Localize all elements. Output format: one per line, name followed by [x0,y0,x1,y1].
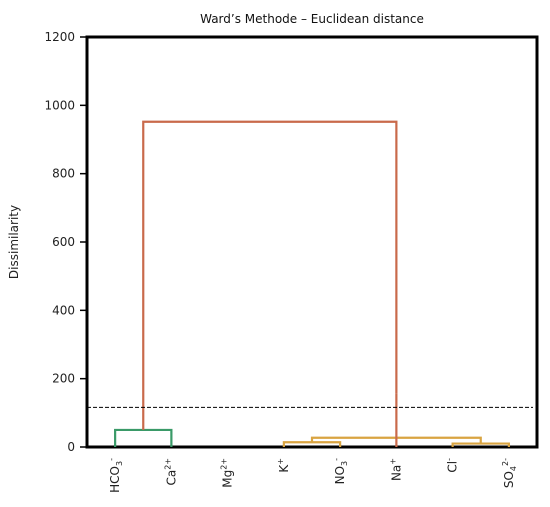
dendrogram-link [282,441,342,447]
y-axis-label: Dissimilarity [7,205,21,279]
dendrogram-links [114,120,510,447]
y-tick-label: 0 [67,440,75,454]
leaf-labels: HCO3- Ca2+ Mg2+ K+ NO3- Na+ Cl- SO42- [107,458,518,493]
dendrogram-link [142,120,398,430]
dendrogram-link [114,428,173,447]
plot-frame [85,35,539,449]
leaf-label: K+ [276,458,291,473]
y-tick-label: 800 [52,167,75,181]
y-tick-label: 600 [52,235,75,249]
leaf-label: Cl- [445,458,460,473]
leaf-label: Na+ [388,458,403,481]
leaf-label: Ca2+ [163,458,178,486]
leaf-label: Mg2+ [220,458,235,488]
leaf-label: HCO3- [107,458,124,493]
y-axis: 0 200 400 600 800 1000 1200 [44,30,87,454]
y-tick-label: 1000 [44,98,75,112]
chart-title: Ward’s Methode – Euclidean distance [200,12,424,26]
y-tick-label: 1200 [44,30,75,44]
leaf-label: SO42- [501,458,518,488]
y-tick-label: 200 [52,372,75,386]
y-tick-label: 400 [52,303,75,317]
leaf-label: NO3- [332,458,349,485]
